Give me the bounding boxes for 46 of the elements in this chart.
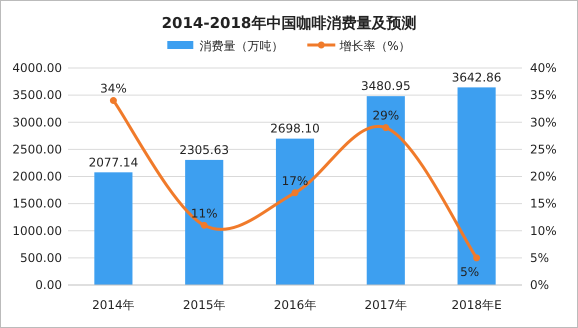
y2-tick-label: 0% [530, 278, 550, 292]
y2-tick-label: 40% [530, 61, 557, 75]
y2-tick-label: 5% [530, 250, 550, 265]
y2-tick-label: 20% [530, 170, 557, 184]
y2-tick-label: 25% [530, 142, 557, 156]
y-tick-label: 2500.00 [12, 142, 62, 156]
chart-title: 2014-2018年中国咖啡消费量及预测 [162, 14, 416, 32]
point [200, 222, 208, 229]
data-label: 3480.95 [360, 79, 411, 94]
y-tick-label: 500.00 [20, 250, 62, 265]
legend-label: 消费量（万吨） [199, 39, 284, 53]
y2-tick-label: 35% [530, 88, 557, 102]
bar [458, 87, 496, 285]
point [382, 124, 390, 132]
y-tick-label: 1500.00 [12, 196, 62, 211]
data-label: 5% [460, 264, 480, 279]
data-label: 29% [372, 108, 400, 123]
point [473, 254, 480, 262]
bar [185, 160, 224, 285]
data-label: 34% [100, 82, 127, 96]
y-tick-label: 0.00 [35, 278, 62, 292]
y-tick-label: 4000.00 [12, 61, 62, 75]
x-tick-label: 2016年 [274, 298, 316, 312]
data-label: 17% [282, 174, 308, 188]
data-label: 2698.10 [270, 122, 320, 136]
data-label: 3642.86 [452, 70, 502, 84]
y-tick-label: 3500.00 [12, 88, 62, 102]
point [292, 189, 298, 196]
x-tick-label: 2014年 [92, 298, 135, 312]
y2-tick-label: 30% [530, 115, 557, 130]
data-label: 2077.14 [88, 155, 138, 170]
y2-tick-label: 15% [530, 196, 557, 211]
x-tick-label: 2018年E [452, 298, 502, 312]
legend-label: 增长率（%） [338, 39, 411, 53]
y2-tick-label: 10% [530, 224, 557, 238]
x-tick-label: 2015年 [182, 298, 226, 312]
point [110, 97, 117, 104]
data-label: 2305.63 [179, 142, 230, 157]
y-tick-label: 1000.00 [12, 224, 62, 238]
bar [94, 172, 132, 285]
data-label: 11% [190, 206, 218, 220]
y-tick-label: 2000.00 [12, 170, 62, 184]
bar [366, 96, 405, 285]
bar [276, 138, 314, 285]
y-tick-label: 3000.00 [12, 115, 62, 130]
x-tick-label: 2017年 [364, 298, 408, 312]
